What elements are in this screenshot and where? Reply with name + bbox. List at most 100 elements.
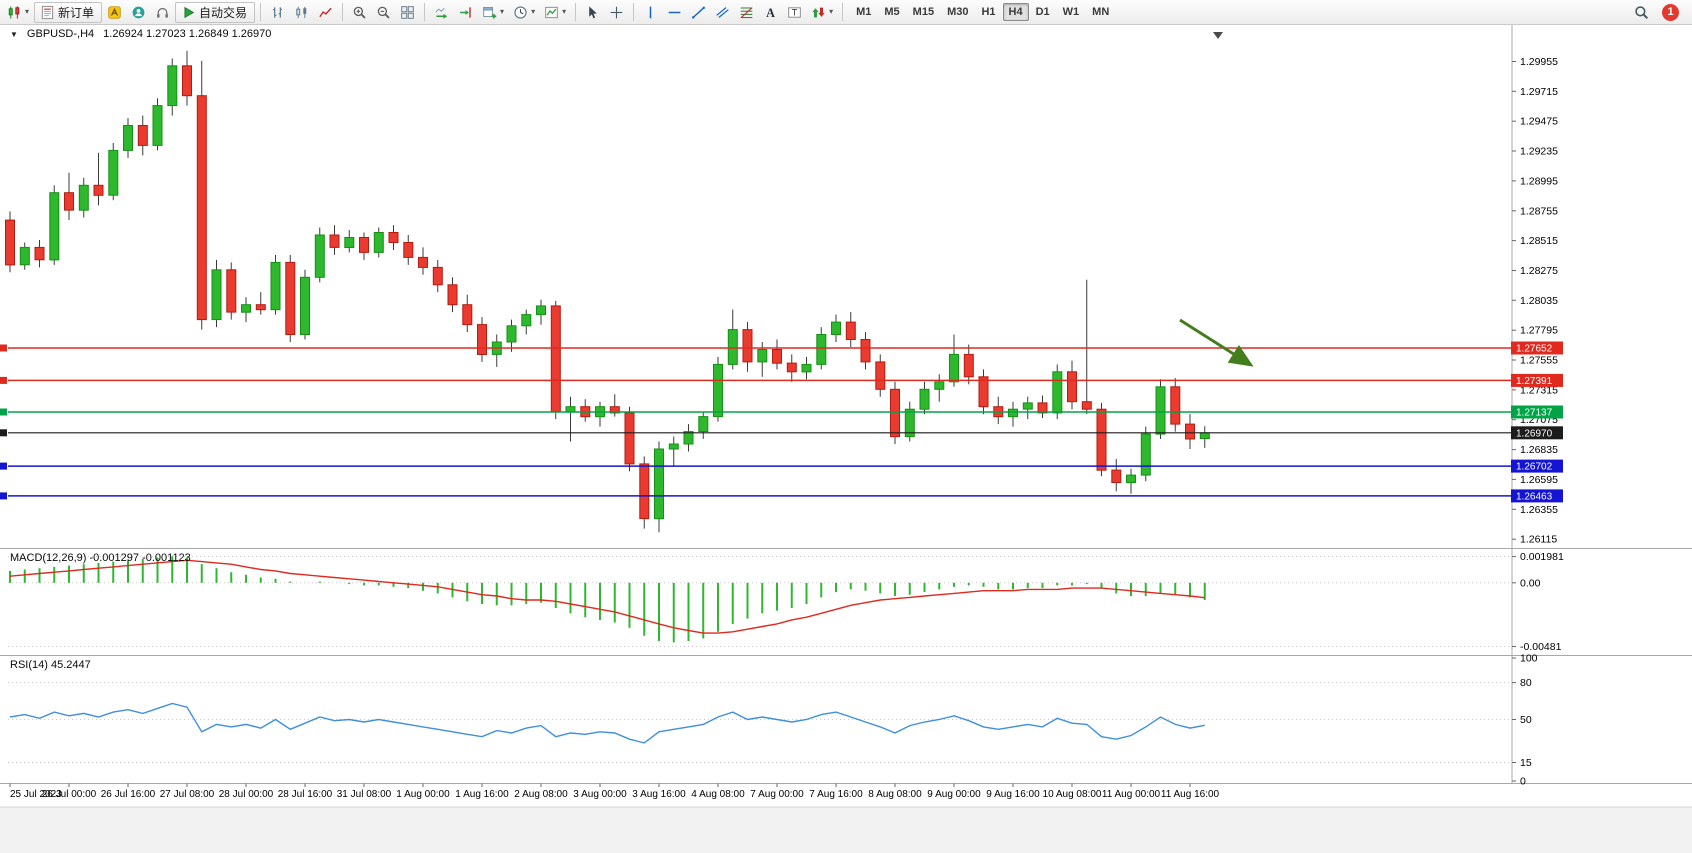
line-left-handle[interactable]: [0, 462, 7, 470]
line-left-handle[interactable]: [0, 429, 7, 437]
line-left-handle[interactable]: [0, 344, 7, 352]
support-button[interactable]: [151, 2, 174, 23]
horizontal-line-button[interactable]: [663, 2, 686, 23]
chart-window: 1.29955 1.29715 1.29475 1.29235 1.28995 1.287…: [0, 25, 1692, 853]
arrows-icon: [811, 5, 826, 20]
autotrading-button[interactable]: 自动交易: [175, 1, 256, 23]
svg-text:28 Jul 16:00: 28 Jul 16:00: [278, 789, 333, 800]
svg-text:1 Aug 00:00: 1 Aug 00:00: [396, 789, 450, 800]
arrows-button[interactable]: ▾: [807, 2, 837, 23]
bars-icon: [270, 5, 285, 20]
rsi-scale[interactable]: 100 80 50 15 0: [1512, 653, 1538, 788]
text-button[interactable]: A: [759, 2, 782, 23]
timeframe-mn-button[interactable]: MN: [1092, 6, 1110, 18]
horizontal-line-1.27137[interactable]: [0, 408, 1512, 416]
indicators-button[interactable]: ▾: [540, 2, 570, 23]
svg-text:1.29235: 1.29235: [1520, 146, 1558, 158]
svg-text:4 Aug 08:00: 4 Aug 08:00: [691, 789, 745, 800]
current-price-line[interactable]: [0, 429, 1512, 437]
line-left-handle[interactable]: [0, 408, 7, 416]
svg-text:1.27652: 1.27652: [1516, 344, 1553, 355]
price-line-tag: [1511, 459, 1563, 473]
svg-text:0: 0: [1520, 776, 1526, 788]
cursor-button[interactable]: [581, 2, 604, 23]
dropdown-caret-icon: ▾: [562, 7, 567, 16]
metaeditor-button[interactable]: [103, 2, 126, 23]
channel-button[interactable]: [711, 2, 734, 23]
person-icon: [131, 5, 146, 20]
zoom-in-button[interactable]: [348, 2, 371, 23]
new-window-button[interactable]: ▾: [478, 2, 508, 23]
macd-scale[interactable]: 0.001981 0.00 -0.00481: [1512, 551, 1564, 653]
macd-pane: [9, 556, 1206, 643]
price-line-tags: 1.27652 1.27391 1.27137 1.26970 1.26702 1.264…: [1511, 341, 1563, 503]
crosshair-button[interactable]: [605, 2, 628, 23]
line-left-handle[interactable]: [0, 492, 7, 500]
cursor-icon: [585, 5, 600, 20]
price-chart-canvas: 1.29955 1.29715 1.29475 1.29235 1.28995 1.287…: [0, 25, 1692, 853]
price-line-tag: [1511, 489, 1563, 503]
horizontal-lines: [0, 344, 1512, 500]
line-chart-button[interactable]: [314, 2, 337, 23]
zoom-out-button[interactable]: [372, 2, 395, 23]
dropdown-caret-icon: ▾: [531, 7, 536, 16]
svg-text:1.28995: 1.28995: [1520, 175, 1558, 187]
timeframe-d1-button[interactable]: D1: [1035, 6, 1050, 18]
label-button[interactable]: T: [783, 2, 806, 23]
new-order-button[interactable]: 新订单: [34, 1, 103, 23]
candlestick-chart-button[interactable]: [290, 2, 313, 23]
chart-title: ▼ GBPUSD-,H4 1.26924 1.27023 1.26849 1.2…: [10, 28, 271, 40]
timeframe-w1-button[interactable]: W1: [1062, 6, 1080, 18]
community-button[interactable]: [127, 2, 150, 23]
pane-separators[interactable]: [0, 548, 1692, 784]
rsi-indicator-label: RSI(14) 45.2447: [10, 659, 91, 671]
timeframe-h4-button[interactable]: H4: [1002, 3, 1029, 21]
order-form-icon: [40, 5, 55, 20]
search-button[interactable]: [1630, 2, 1653, 23]
price-scale[interactable]: 1.29955 1.29715 1.29475 1.29235 1.28995 1.287…: [1512, 56, 1558, 546]
new-chart-button[interactable]: ▾: [3, 2, 33, 23]
trendline-button[interactable]: [687, 2, 710, 23]
svg-text:1 Aug 16:00: 1 Aug 16:00: [455, 789, 509, 800]
current-price-tag: [1511, 426, 1563, 440]
horizontal-line-1.27652[interactable]: [0, 344, 1512, 352]
svg-text:0.001981: 0.001981: [1520, 551, 1564, 563]
line-left-handle[interactable]: [0, 376, 7, 384]
chart-shift-marker[interactable]: [1213, 32, 1223, 39]
svg-text:2 Aug 08:00: 2 Aug 08:00: [514, 789, 568, 800]
vertical-line-button[interactable]: [639, 2, 662, 23]
history-center-button[interactable]: ▾: [509, 2, 539, 23]
svg-text:1.27315: 1.27315: [1520, 384, 1558, 396]
timeframe-m1-button[interactable]: M1: [856, 6, 872, 18]
fibonacci-button[interactable]: [735, 2, 758, 23]
svg-text:7 Aug 16:00: 7 Aug 16:00: [809, 789, 863, 800]
price-line-tag: [1511, 405, 1563, 419]
symbol-dropdown-caret[interactable]: ▼: [10, 29, 18, 39]
bar-chart-button[interactable]: [266, 2, 289, 23]
chart-shift-button[interactable]: [454, 2, 477, 23]
notification-badge[interactable]: 1: [1662, 3, 1679, 21]
horizontal-line-1.27391[interactable]: [0, 376, 1512, 384]
label-t-icon: T: [787, 5, 802, 20]
zoom-out-icon: [376, 5, 391, 20]
horizontal-line-1.26463[interactable]: [0, 492, 1512, 500]
horizontal-line-1.26702[interactable]: [0, 462, 1512, 470]
dropdown-caret-icon: ▾: [829, 7, 834, 16]
auto-scroll-button[interactable]: [430, 2, 453, 23]
crosshair-icon: [609, 5, 624, 20]
timeframe-h1-button[interactable]: H1: [981, 6, 996, 18]
svg-text:-0.00481: -0.00481: [1520, 641, 1562, 653]
tile-windows-button[interactable]: [396, 2, 419, 23]
svg-text:26 Jul 16:00: 26 Jul 16:00: [101, 789, 156, 800]
svg-text:1.26970: 1.26970: [1516, 428, 1553, 439]
auto-scroll-icon: [434, 5, 449, 20]
vline-icon: [643, 5, 658, 20]
svg-text:9 Aug 16:00: 9 Aug 16:00: [986, 789, 1040, 800]
chart-plot-area[interactable]: [8, 25, 1512, 549]
timeframe-m5-button[interactable]: M5: [884, 6, 900, 18]
timeframe-m15-button[interactable]: M15: [912, 6, 935, 18]
timeframe-m30-button[interactable]: M30: [947, 6, 969, 18]
arrow-annotation[interactable]: [1179, 318, 1254, 367]
candles-icon: [294, 5, 309, 20]
